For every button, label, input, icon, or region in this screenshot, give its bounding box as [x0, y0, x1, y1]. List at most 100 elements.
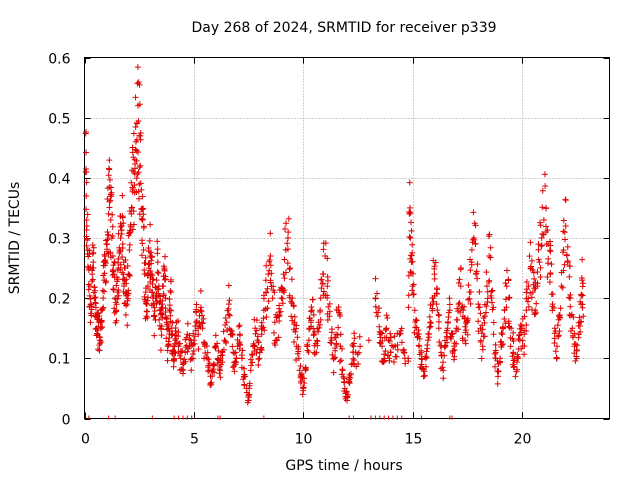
data-point-fill	[135, 149, 142, 156]
data-point-fill	[391, 333, 398, 340]
data-point-fill	[163, 316, 170, 323]
data-point-fill	[128, 179, 135, 186]
data-point-fill	[462, 323, 469, 330]
data-point-fill	[211, 369, 218, 376]
data-point-fill	[167, 287, 174, 294]
data-point-fill	[158, 326, 165, 333]
data-point-fill	[132, 94, 139, 101]
data-point-fill	[374, 290, 381, 297]
data-point-fill	[537, 264, 544, 271]
data-point-fill	[136, 181, 143, 188]
data-point	[154, 259, 161, 266]
data-point-fill	[555, 333, 562, 340]
data-point-fill	[549, 290, 556, 297]
data-point-fill	[547, 242, 554, 249]
data-point-fill	[146, 237, 153, 244]
data-point-fill	[198, 319, 205, 326]
data-point	[457, 283, 464, 290]
data-point-fill	[162, 253, 168, 260]
data-point-fill	[310, 332, 317, 339]
data-point-fill	[83, 206, 90, 213]
data-point-fill	[524, 298, 531, 305]
data-point-fill	[332, 354, 339, 361]
data-point-fill	[135, 188, 142, 195]
data-point-fill	[527, 290, 534, 297]
data-point-fill	[416, 335, 423, 342]
data-point-fill	[284, 240, 291, 247]
data-point-fill	[351, 330, 358, 337]
data-point-fill	[467, 289, 474, 296]
data-point-fill	[83, 149, 90, 156]
data-point-fill	[124, 322, 131, 329]
data-point-fill	[233, 355, 240, 362]
data-point-fill	[529, 266, 536, 273]
data-point	[256, 355, 263, 362]
data-point-fill	[126, 227, 133, 234]
data-point-fill	[91, 294, 98, 301]
data-point-fill	[187, 337, 194, 344]
data-point-fill	[556, 314, 563, 321]
data-point-fill	[124, 263, 131, 270]
data-point-fill	[111, 309, 118, 316]
data-point-fill	[139, 216, 146, 223]
data-point-fill	[229, 343, 236, 350]
data-point-fill	[225, 305, 232, 312]
data-point-fill	[578, 318, 585, 325]
data-point-fill	[125, 232, 132, 239]
data-point-fill	[130, 130, 137, 137]
data-point-fill	[410, 291, 417, 298]
data-point-fill	[547, 269, 554, 276]
data-point	[455, 301, 462, 308]
data-point-fill	[130, 221, 137, 228]
data-point-fill	[133, 147, 140, 154]
data-point-fill	[526, 253, 533, 260]
data-point	[221, 337, 228, 344]
data-point-fill	[415, 342, 422, 349]
data-point-fill	[328, 340, 335, 347]
data-point-fill	[137, 180, 144, 187]
data-point-fill	[423, 348, 430, 355]
data-point-fill	[384, 314, 391, 321]
data-point-fill	[280, 289, 287, 296]
data-point-fill	[510, 350, 517, 357]
data-point-fill	[199, 320, 206, 327]
data-point-fill	[382, 348, 389, 355]
data-point-fill	[327, 339, 334, 346]
data-point-fill	[534, 268, 541, 275]
data-point-fill	[483, 269, 490, 276]
data-point-fill	[281, 275, 288, 282]
data-point-fill	[421, 368, 428, 375]
data-point-fill	[232, 359, 239, 366]
data-point-fill	[318, 285, 325, 292]
data-point-fill	[429, 300, 436, 307]
data-point	[324, 283, 331, 290]
data-point-fill	[495, 368, 502, 375]
data-point	[499, 331, 506, 338]
data-point-fill	[441, 352, 448, 359]
data-point-fill	[140, 223, 147, 230]
data-point	[420, 373, 427, 380]
data-point-fill	[241, 381, 248, 388]
data-point	[317, 295, 324, 302]
data-point-fill	[473, 270, 480, 277]
data-point	[365, 337, 372, 344]
data-point-fill	[409, 258, 416, 265]
data-point-fill	[504, 267, 511, 274]
data-point-fill	[319, 280, 326, 287]
data-point-fill	[478, 330, 485, 337]
data-point-fill	[147, 249, 154, 256]
data-point-fill	[544, 273, 551, 280]
data-point-fill	[140, 211, 147, 218]
data-point-fill	[119, 214, 126, 221]
data-point-fill	[449, 330, 456, 337]
data-point-fill	[207, 380, 214, 387]
data-point-fill	[254, 333, 261, 340]
data-point-fill	[110, 286, 117, 293]
data-point-fill	[556, 328, 563, 335]
data-point-fill	[206, 360, 213, 367]
data-point-fill	[237, 341, 244, 348]
data-point	[551, 325, 558, 332]
data-point-fill	[561, 261, 568, 268]
data-point-fill	[487, 254, 494, 261]
data-point	[505, 295, 512, 302]
